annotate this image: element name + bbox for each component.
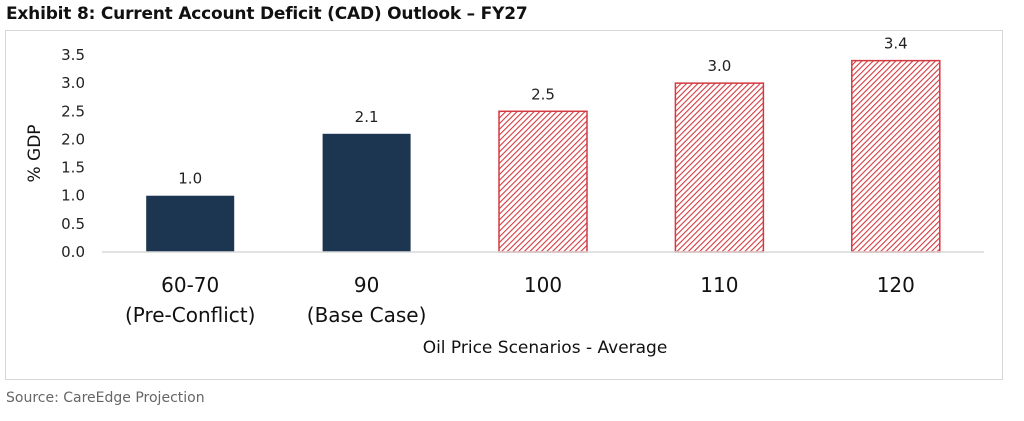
y-axis-label: % GDP — [25, 124, 45, 182]
data-label: 3.0 — [707, 57, 731, 75]
y-tick-label: 2.5 — [61, 102, 85, 120]
y-tick-label: 1.5 — [61, 159, 85, 177]
bar-scenario — [851, 59, 941, 253]
bar-scenario — [498, 110, 588, 253]
y-tick-label: 1.0 — [61, 187, 85, 205]
data-label: 1.0 — [178, 170, 202, 188]
data-label: 3.4 — [884, 35, 908, 53]
bar-actual — [146, 195, 235, 252]
x-axis-label: Oil Price Scenarios - Average — [423, 338, 668, 358]
y-tick-label: 3.0 — [61, 74, 85, 92]
x-tick-label: 60-70 — [161, 273, 219, 297]
x-tick-label: 120 — [877, 273, 915, 297]
x-tick-label: 110 — [700, 273, 738, 297]
y-tick-label: 0.0 — [61, 243, 85, 261]
x-tick-sublabel: (Base Case) — [307, 303, 427, 327]
source-note: Source: CareEdge Projection — [6, 390, 205, 406]
data-label: 2.5 — [531, 85, 555, 103]
y-tick-label: 0.5 — [61, 215, 85, 233]
bar-actual — [322, 133, 411, 252]
x-tick-sublabel: (Pre-Conflict) — [125, 303, 256, 327]
bar-scenario — [674, 82, 765, 253]
y-tick-label: 3.5 — [61, 46, 85, 64]
x-tick-label: 100 — [524, 273, 562, 297]
chart-frame — [5, 30, 1003, 380]
chart-title: Exhibit 8: Current Account Deficit (CAD)… — [6, 4, 528, 24]
x-tick-label: 90 — [354, 273, 379, 297]
data-label: 2.1 — [355, 108, 379, 126]
y-tick-label: 2.0 — [61, 130, 85, 148]
